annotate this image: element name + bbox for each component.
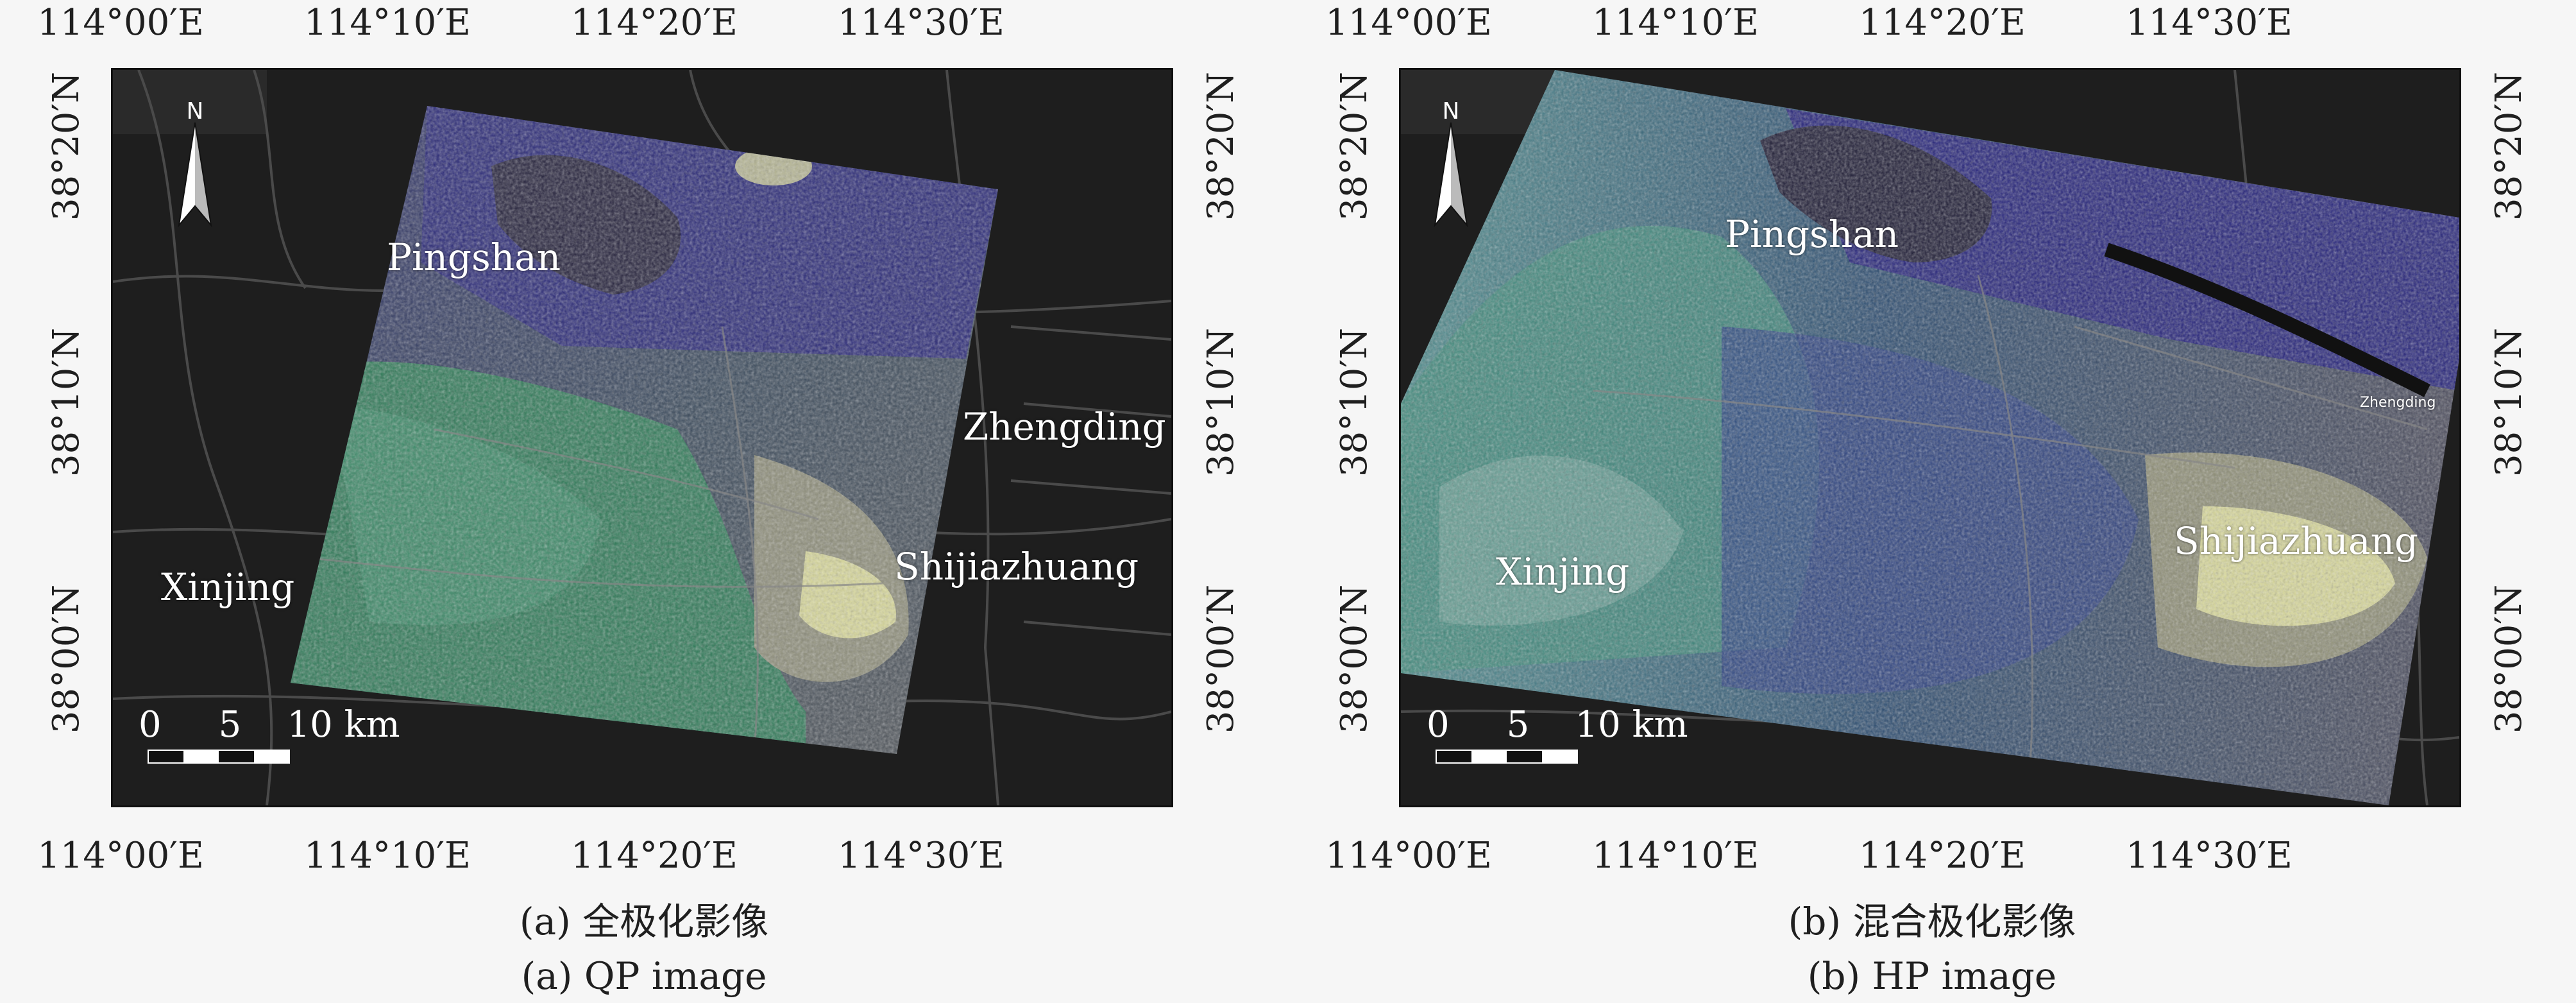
- scale-labels: 0 5 10 km: [139, 704, 400, 746]
- top-tick-114-30: 114°30′E: [838, 2, 1004, 44]
- top-tick-114-10: 114°10′E: [304, 2, 471, 44]
- map-hp: N Pingshan Zhengding Xinjing Shijiazhuan…: [1399, 68, 2461, 807]
- bottom-tick-114-00: 114°00′E: [37, 835, 204, 877]
- place-xinjing: Xinjing: [161, 565, 295, 609]
- panel-hp: 114°00′E 114°10′E 114°20′E 114°30′E 38°2…: [1288, 0, 2576, 1003]
- place-pingshan: Pingshan: [1725, 212, 1899, 256]
- bottom-tick-114-20: 114°20′E: [1859, 835, 2026, 877]
- map-qp: N Pingshan Zhengding Xinjing Shijiazhuan…: [111, 68, 1173, 807]
- place-shijiazhuang: Shijiazhuang: [894, 545, 1139, 588]
- top-tick-114-30: 114°30′E: [2126, 2, 2292, 44]
- place-pingshan: Pingshan: [387, 236, 561, 279]
- top-tick-114-20: 114°20′E: [1859, 2, 2026, 44]
- place-xinjing: Xinjing: [1496, 550, 1630, 594]
- top-tick-114-20: 114°20′E: [571, 2, 738, 44]
- caption-cn: (b) 混合极化影像: [1788, 900, 2076, 943]
- place-zhengding: Zhengding: [963, 405, 1166, 449]
- bottom-tick-114-30: 114°30′E: [2126, 835, 2292, 877]
- svg-text:N: N: [187, 98, 204, 124]
- place-shijiazhuang: Shijiazhuang: [2174, 519, 2419, 563]
- north-arrow-icon: N: [1434, 98, 1468, 228]
- bottom-tick-114-10: 114°10′E: [1592, 835, 1759, 877]
- top-tick-114-10: 114°10′E: [1592, 2, 1759, 44]
- bottom-tick-114-00: 114°00′E: [1325, 835, 1492, 877]
- bottom-tick-114-30: 114°30′E: [838, 835, 1004, 877]
- caption-cn: (a) 全极化影像: [519, 900, 769, 943]
- panel-qp: 114°00′E 114°10′E 114°20′E 114°30′E 38°2…: [37, 2, 1242, 998]
- scale-labels: 0 5 10 km: [1427, 704, 1688, 746]
- top-tick-114-00: 114°00′E: [37, 2, 204, 44]
- scale-bar: [148, 750, 290, 764]
- north-arrow-icon: N: [178, 98, 212, 228]
- top-tick-114-00: 114°00′E: [1325, 2, 1492, 44]
- caption-en: (a) QP image: [521, 954, 767, 998]
- scale-bar: [1436, 750, 1578, 764]
- svg-text:N: N: [1443, 98, 1460, 124]
- caption-en: (b) HP image: [1807, 954, 2057, 998]
- place-zhengding: Zhengding: [2360, 395, 2436, 411]
- bottom-tick-114-10: 114°10′E: [304, 835, 471, 877]
- bottom-tick-114-20: 114°20′E: [571, 835, 738, 877]
